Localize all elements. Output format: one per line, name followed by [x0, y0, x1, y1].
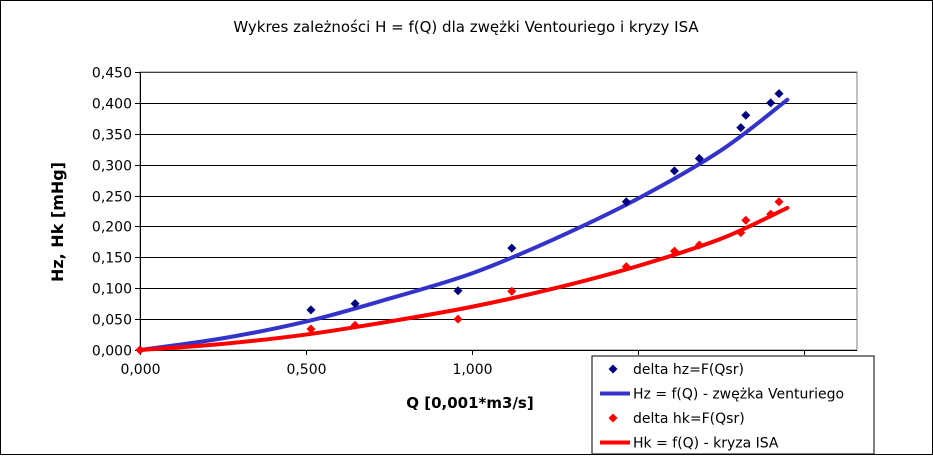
y-tick-label: 0,200 — [92, 220, 132, 236]
data-point — [507, 286, 517, 296]
data-point — [669, 246, 679, 256]
data-point — [507, 243, 517, 253]
legend-label: delta hz=F(Qsr) — [633, 362, 744, 378]
data-point — [621, 262, 631, 272]
data-point — [736, 123, 746, 133]
data-point — [306, 324, 316, 334]
data-point — [306, 305, 316, 315]
data-point — [350, 299, 360, 309]
legend-marker — [608, 413, 618, 423]
legend-label: Hk = f(Q) - kryza ISA — [633, 436, 779, 452]
chart-title: Wykres zależności H = f(Q) dla zwężki Ve… — [233, 18, 699, 36]
y-axis-label: Hz, Hk [mHg] — [48, 162, 67, 282]
x-axis-label: Q [0,001*m3/s] — [406, 394, 533, 412]
data-point — [741, 110, 751, 120]
data-point — [766, 98, 776, 108]
y-tick-label: 0,150 — [92, 251, 132, 267]
data-point — [774, 197, 784, 207]
y-tick-label: 0,400 — [92, 97, 132, 113]
data-point — [741, 215, 751, 225]
y-tick-label: 0,050 — [92, 313, 132, 329]
y-tick-label: 0,250 — [92, 190, 132, 206]
data-point — [453, 314, 463, 324]
data-point — [669, 166, 679, 176]
data-point — [350, 320, 360, 330]
y-tick-label: 0,100 — [92, 282, 132, 298]
y-tick-label: 0,000 — [92, 344, 132, 360]
data-point — [453, 286, 463, 296]
series-layer — [135, 89, 790, 355]
legend-label: Hz = f(Q) - zwężka Venturiego — [633, 387, 844, 403]
data-point — [694, 153, 704, 163]
legend: delta hz=F(Qsr) Hz = f(Q) - zwężka Ventur… — [591, 355, 875, 455]
y-tick-label: 0,350 — [92, 128, 132, 144]
legend-marker — [608, 364, 618, 374]
data-point — [766, 209, 776, 219]
data-point — [621, 197, 631, 207]
x-tick-label: 1,000 — [452, 362, 492, 378]
data-point — [774, 89, 784, 99]
x-tick-label: 0,000 — [120, 362, 160, 378]
series-line — [138, 97, 790, 352]
series-line — [138, 205, 790, 352]
data-point — [135, 345, 145, 355]
data-point — [736, 228, 746, 238]
data-point — [694, 240, 704, 250]
x-tick-label: 0,500 — [286, 362, 326, 378]
y-tick-label: 0,450 — [92, 66, 132, 82]
legend-box — [591, 355, 875, 455]
legend-label: delta hk=F(Qsr) — [633, 411, 745, 427]
y-tick-label: 0,300 — [92, 159, 132, 175]
axis-layer: 0,000 0,050 0,100 0,150 0,200 0,250 0,300 0,350… — [92, 66, 857, 378]
